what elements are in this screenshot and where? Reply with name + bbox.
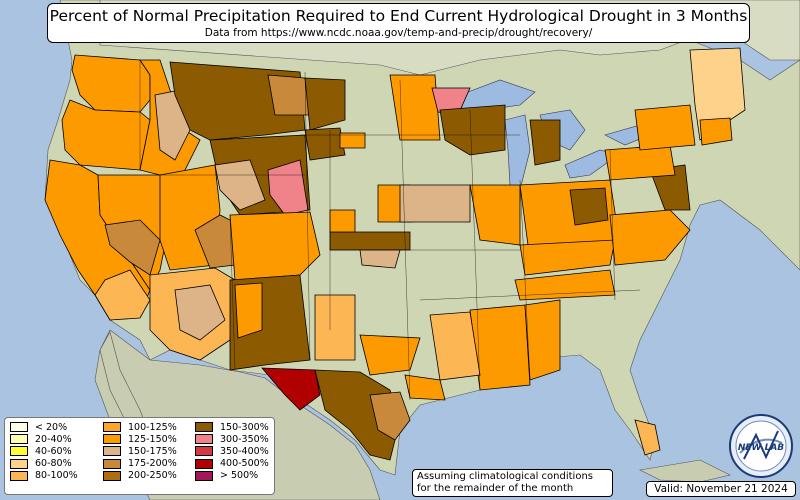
legend-item: < 20% [10, 421, 78, 433]
legend-swatch [10, 446, 28, 457]
region-alabama [524, 299, 561, 381]
legend-item: 40-60% [10, 445, 78, 457]
cuba-land [639, 459, 731, 483]
region-texas-panhandle [314, 294, 356, 361]
legend-swatch [195, 446, 213, 457]
legend-item: 150-175% [103, 445, 177, 457]
legend-column-1: < 20% 20-40% 40-60% 60-80% 80-100% [10, 421, 78, 482]
region-colorado [229, 211, 321, 281]
assumption-note: Assuming climatological conditions for t… [412, 469, 613, 497]
legend-item: 20-40% [10, 433, 78, 445]
region-kansas [329, 231, 411, 251]
region-iowa [399, 184, 471, 223]
valid-date: Valid: November 21 2024 [646, 481, 796, 497]
region-mississippi [469, 304, 531, 391]
legend-label: 400-500% [220, 458, 269, 470]
legend-label: 200-250% [128, 470, 177, 482]
region-montana-east [267, 74, 311, 116]
region-virginia [609, 209, 691, 266]
legend-label: 175-200% [128, 458, 177, 470]
legend-column-3: 150-300% 300-350% 350-400% 400-500% > 50… [195, 421, 269, 482]
legend-swatch [10, 434, 28, 445]
legend-label: 125-150% [128, 433, 177, 445]
legend-item: 300-350% [195, 433, 269, 445]
legend-item: 150-300% [195, 421, 269, 433]
legend-label: 100-125% [128, 421, 177, 433]
legend-swatch [103, 470, 121, 481]
legend-item: 80-100% [10, 470, 78, 482]
legend-swatch [10, 458, 28, 469]
legend-item: 175-200% [103, 458, 177, 470]
legend-swatch [195, 458, 213, 469]
region-texas-brown [369, 391, 411, 441]
assumption-note-line-1: Assuming climatological conditions [417, 471, 593, 482]
legend-item: 200-250% [103, 470, 177, 482]
region-kentucky [519, 239, 616, 276]
legend-item: > 500% [195, 470, 269, 482]
map-subtitle: Data from https://www.ncdc.noaa.gov/temp… [204, 27, 593, 39]
legend-label: 80-100% [35, 470, 78, 482]
legend-label: 300-350% [220, 433, 269, 445]
region-sd-orange [339, 132, 366, 149]
lab-logo-icon: NEW LAB [729, 414, 793, 478]
legend-label: 60-80% [35, 458, 72, 470]
legend-swatch [195, 470, 213, 481]
legend-label: 150-175% [128, 445, 177, 457]
legend-column-2: 100-125% 125-150% 150-175% 175-200% 200-… [103, 421, 177, 482]
region-dakotas [304, 77, 346, 131]
assumption-note-line-2: for the remainder of the month [417, 483, 574, 494]
map-title: Percent of Normal Precipitation Required… [49, 7, 748, 25]
map-title-box: Percent of Normal Precipitation Required… [47, 3, 750, 43]
legend-item: 350-400% [195, 445, 269, 457]
legend-swatch [195, 422, 213, 433]
drought-regions [44, 47, 746, 461]
state-borders [139, 60, 641, 401]
region-sd [304, 127, 346, 161]
region-nebraska [329, 209, 356, 233]
region-oklahoma [359, 334, 421, 376]
region-minnesota [389, 74, 441, 141]
legend-swatch [103, 446, 121, 457]
region-louisiana [429, 311, 481, 381]
legend-item: 100-125% [103, 421, 177, 433]
legend: < 20% 20-40% 40-60% 60-80% 80-100% 100-1… [4, 417, 275, 495]
legend-swatch [103, 458, 121, 469]
region-ohio-brown [569, 187, 609, 226]
region-kansas-tan [359, 249, 401, 269]
region-arkansas [404, 374, 446, 401]
region-nm-orange [234, 282, 263, 339]
legend-label: < 20% [35, 421, 68, 433]
legend-label: 350-400% [220, 445, 269, 457]
legend-item: 125-150% [103, 433, 177, 445]
logo-text: NEW LAB [738, 443, 784, 453]
region-west-texas-red [261, 367, 321, 411]
legend-swatch [103, 422, 121, 433]
legend-label: 150-300% [220, 421, 269, 433]
region-arizona-tan [174, 284, 226, 341]
legend-label: > 500% [220, 470, 259, 482]
legend-swatch [103, 434, 121, 445]
region-new-york [634, 104, 696, 151]
legend-label: 20-40% [35, 433, 72, 445]
legend-item: 60-80% [10, 458, 78, 470]
legend-label: 40-60% [35, 445, 72, 457]
legend-item: 400-500% [195, 458, 269, 470]
region-florida [634, 419, 661, 456]
region-massachusetts [699, 117, 733, 146]
region-wyoming-tan [214, 159, 266, 211]
legend-swatch [195, 434, 213, 445]
legend-swatch [10, 470, 28, 481]
region-michigan [529, 119, 561, 166]
region-texas [314, 369, 401, 461]
legend-swatch [10, 422, 28, 433]
